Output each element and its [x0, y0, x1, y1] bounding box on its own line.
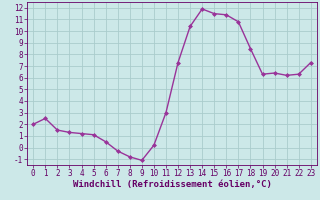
X-axis label: Windchill (Refroidissement éolien,°C): Windchill (Refroidissement éolien,°C)	[73, 180, 271, 189]
